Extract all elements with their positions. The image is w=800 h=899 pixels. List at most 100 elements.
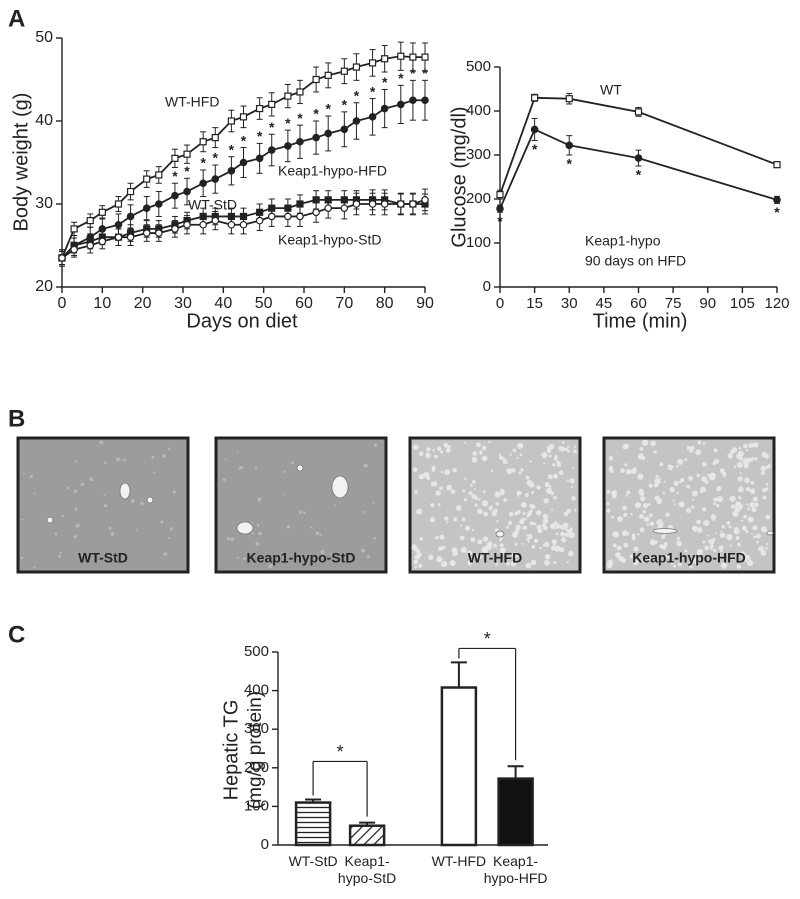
y-tick-label: 400 [466,102,491,119]
tissue-speck [709,539,715,545]
tissue-speck [748,442,754,449]
micrograph-label: Keap1-hypo-StD [247,550,356,566]
data-point [227,167,236,175]
y-tick-label: 0 [483,278,491,295]
series-label: Keap1-hypo-StD [278,232,382,248]
tissue-speck [471,528,475,532]
tissue-speck [632,559,639,566]
tissue-speck [257,497,262,502]
tissue-speck [606,489,611,494]
tissue-speck [517,442,524,450]
tissue-speck [608,465,614,471]
data-point [284,92,292,100]
tissue-speck [738,447,742,450]
tissue-speck [712,548,717,553]
significance-label: * [410,65,416,81]
data-point [70,225,78,233]
tissue-speck [564,447,568,451]
tissue-speck [411,544,418,551]
tissue-speck [429,517,436,523]
tissue-speck [729,544,732,547]
tissue-speck [561,537,567,543]
data-point [155,229,163,237]
tissue-speck [461,517,466,522]
tissue-speck [373,443,378,447]
tissue-speck [621,558,627,563]
data-point [380,200,389,208]
data-point [531,94,539,102]
micrograph-image [214,436,388,574]
significance-label: * [313,106,319,122]
tissue-speck [625,468,632,475]
tissue-speck [662,491,666,495]
tissue-speck [555,532,559,536]
tissue-speck [567,550,574,557]
tissue-speck [735,453,741,459]
tissue-speck [478,498,481,501]
tissue-speck [659,521,664,527]
y-axis-label: Body weight (g) [10,93,32,232]
tissue-speck [532,522,537,526]
x-tick-label: 0 [58,295,67,312]
tissue-speck [499,547,506,554]
tissue-speck [732,447,738,453]
data-point [227,117,235,125]
tissue-speck [561,440,565,444]
tissue-speck [673,480,680,486]
tissue-speck [482,536,489,542]
data-point [421,53,429,61]
tissue-speck [116,457,120,462]
data-point [199,138,207,146]
tissue-speck [481,455,488,462]
y-tick-label: 500 [466,58,491,75]
data-point [324,71,332,79]
tissue-speck [500,490,505,496]
tissue-speck [751,507,757,513]
tissue-speck [464,477,467,480]
tissue-speck [713,448,718,453]
tissue-speck [749,502,755,508]
x-tick-label: 0 [496,295,504,312]
tissue-speck [753,535,756,539]
tissue-speck [236,451,239,454]
tissue-speck [559,547,565,553]
tissue-speck [498,455,504,461]
tissue-speck [684,458,688,462]
tissue-speck [574,508,577,512]
data-point [267,212,276,221]
tissue-speck [726,533,733,541]
tissue-speck [527,540,530,543]
tissue-speck [508,511,514,517]
tissue-speck [629,554,634,559]
x-tick-label: 50 [255,295,273,312]
tissue-speck [470,537,476,542]
data-point [284,142,292,150]
tissue-speck [521,542,524,545]
data-point [396,200,405,208]
tissue-speck [542,518,549,524]
significance-label: * [370,83,376,99]
data-point [352,200,361,208]
significance-label: * [398,70,404,86]
tissue-speck [525,475,530,480]
tissue-speck [741,525,747,531]
tissue-speck [455,505,462,511]
data-point [396,100,405,109]
tissue-speck [655,474,659,479]
tissue-speck [499,543,504,548]
significance-label: * [297,110,303,126]
tissue-speck [515,524,521,531]
tissue-speck [563,511,569,517]
tissue-speck [521,517,526,522]
tissue-speck [460,546,467,553]
tissue-speck [654,478,661,485]
tissue-speck [446,444,451,449]
data-point [368,59,377,67]
tissue-speck [520,468,524,472]
tissue-speck [701,476,708,483]
tissue-speck [130,499,135,503]
tissue-speck [686,484,690,489]
tissue-speck [553,456,558,461]
tissue-speck [685,507,692,513]
